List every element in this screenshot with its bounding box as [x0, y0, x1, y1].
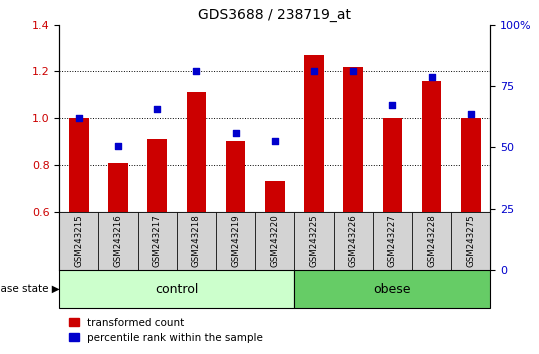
Text: GSM243219: GSM243219: [231, 215, 240, 267]
Bar: [226, 142, 245, 212]
Point: [114, 143, 122, 149]
FancyBboxPatch shape: [294, 270, 490, 308]
FancyBboxPatch shape: [99, 212, 137, 270]
Point: [192, 69, 201, 74]
FancyBboxPatch shape: [255, 212, 294, 270]
Point: [74, 115, 83, 121]
Bar: [305, 55, 324, 212]
Text: disease state ▶: disease state ▶: [0, 284, 59, 294]
Bar: [69, 118, 89, 212]
Title: GDS3688 / 238719_at: GDS3688 / 238719_at: [198, 8, 351, 22]
Bar: [108, 162, 128, 212]
Bar: [343, 67, 363, 212]
FancyBboxPatch shape: [137, 212, 177, 270]
Text: GSM243217: GSM243217: [153, 214, 162, 267]
Legend: transformed count, percentile rank within the sample: transformed count, percentile rank withi…: [65, 314, 267, 347]
Point: [427, 74, 436, 80]
Point: [349, 69, 357, 74]
Text: GSM243226: GSM243226: [349, 214, 358, 267]
FancyBboxPatch shape: [59, 270, 294, 308]
Text: GSM243216: GSM243216: [114, 214, 122, 267]
FancyBboxPatch shape: [216, 212, 255, 270]
FancyBboxPatch shape: [373, 212, 412, 270]
Bar: [383, 118, 402, 212]
Point: [467, 112, 475, 117]
Bar: [148, 139, 167, 212]
FancyBboxPatch shape: [59, 212, 99, 270]
FancyBboxPatch shape: [334, 212, 373, 270]
Point: [388, 102, 397, 108]
Text: GSM243220: GSM243220: [271, 214, 279, 267]
Point: [310, 69, 319, 74]
Point: [153, 106, 162, 112]
Text: control: control: [155, 282, 198, 296]
Point: [231, 130, 240, 136]
FancyBboxPatch shape: [412, 212, 451, 270]
Text: GSM243225: GSM243225: [309, 214, 319, 267]
Text: GSM243228: GSM243228: [427, 214, 436, 267]
Bar: [186, 92, 206, 212]
FancyBboxPatch shape: [451, 212, 490, 270]
Bar: [461, 118, 481, 212]
Text: GSM243215: GSM243215: [74, 214, 84, 267]
FancyBboxPatch shape: [177, 212, 216, 270]
Text: GSM243275: GSM243275: [466, 214, 475, 267]
Text: GSM243227: GSM243227: [388, 214, 397, 267]
Bar: [422, 81, 441, 212]
Text: obese: obese: [374, 282, 411, 296]
Point: [271, 138, 279, 143]
Bar: [265, 181, 285, 212]
Text: GSM243218: GSM243218: [192, 214, 201, 267]
FancyBboxPatch shape: [294, 212, 334, 270]
